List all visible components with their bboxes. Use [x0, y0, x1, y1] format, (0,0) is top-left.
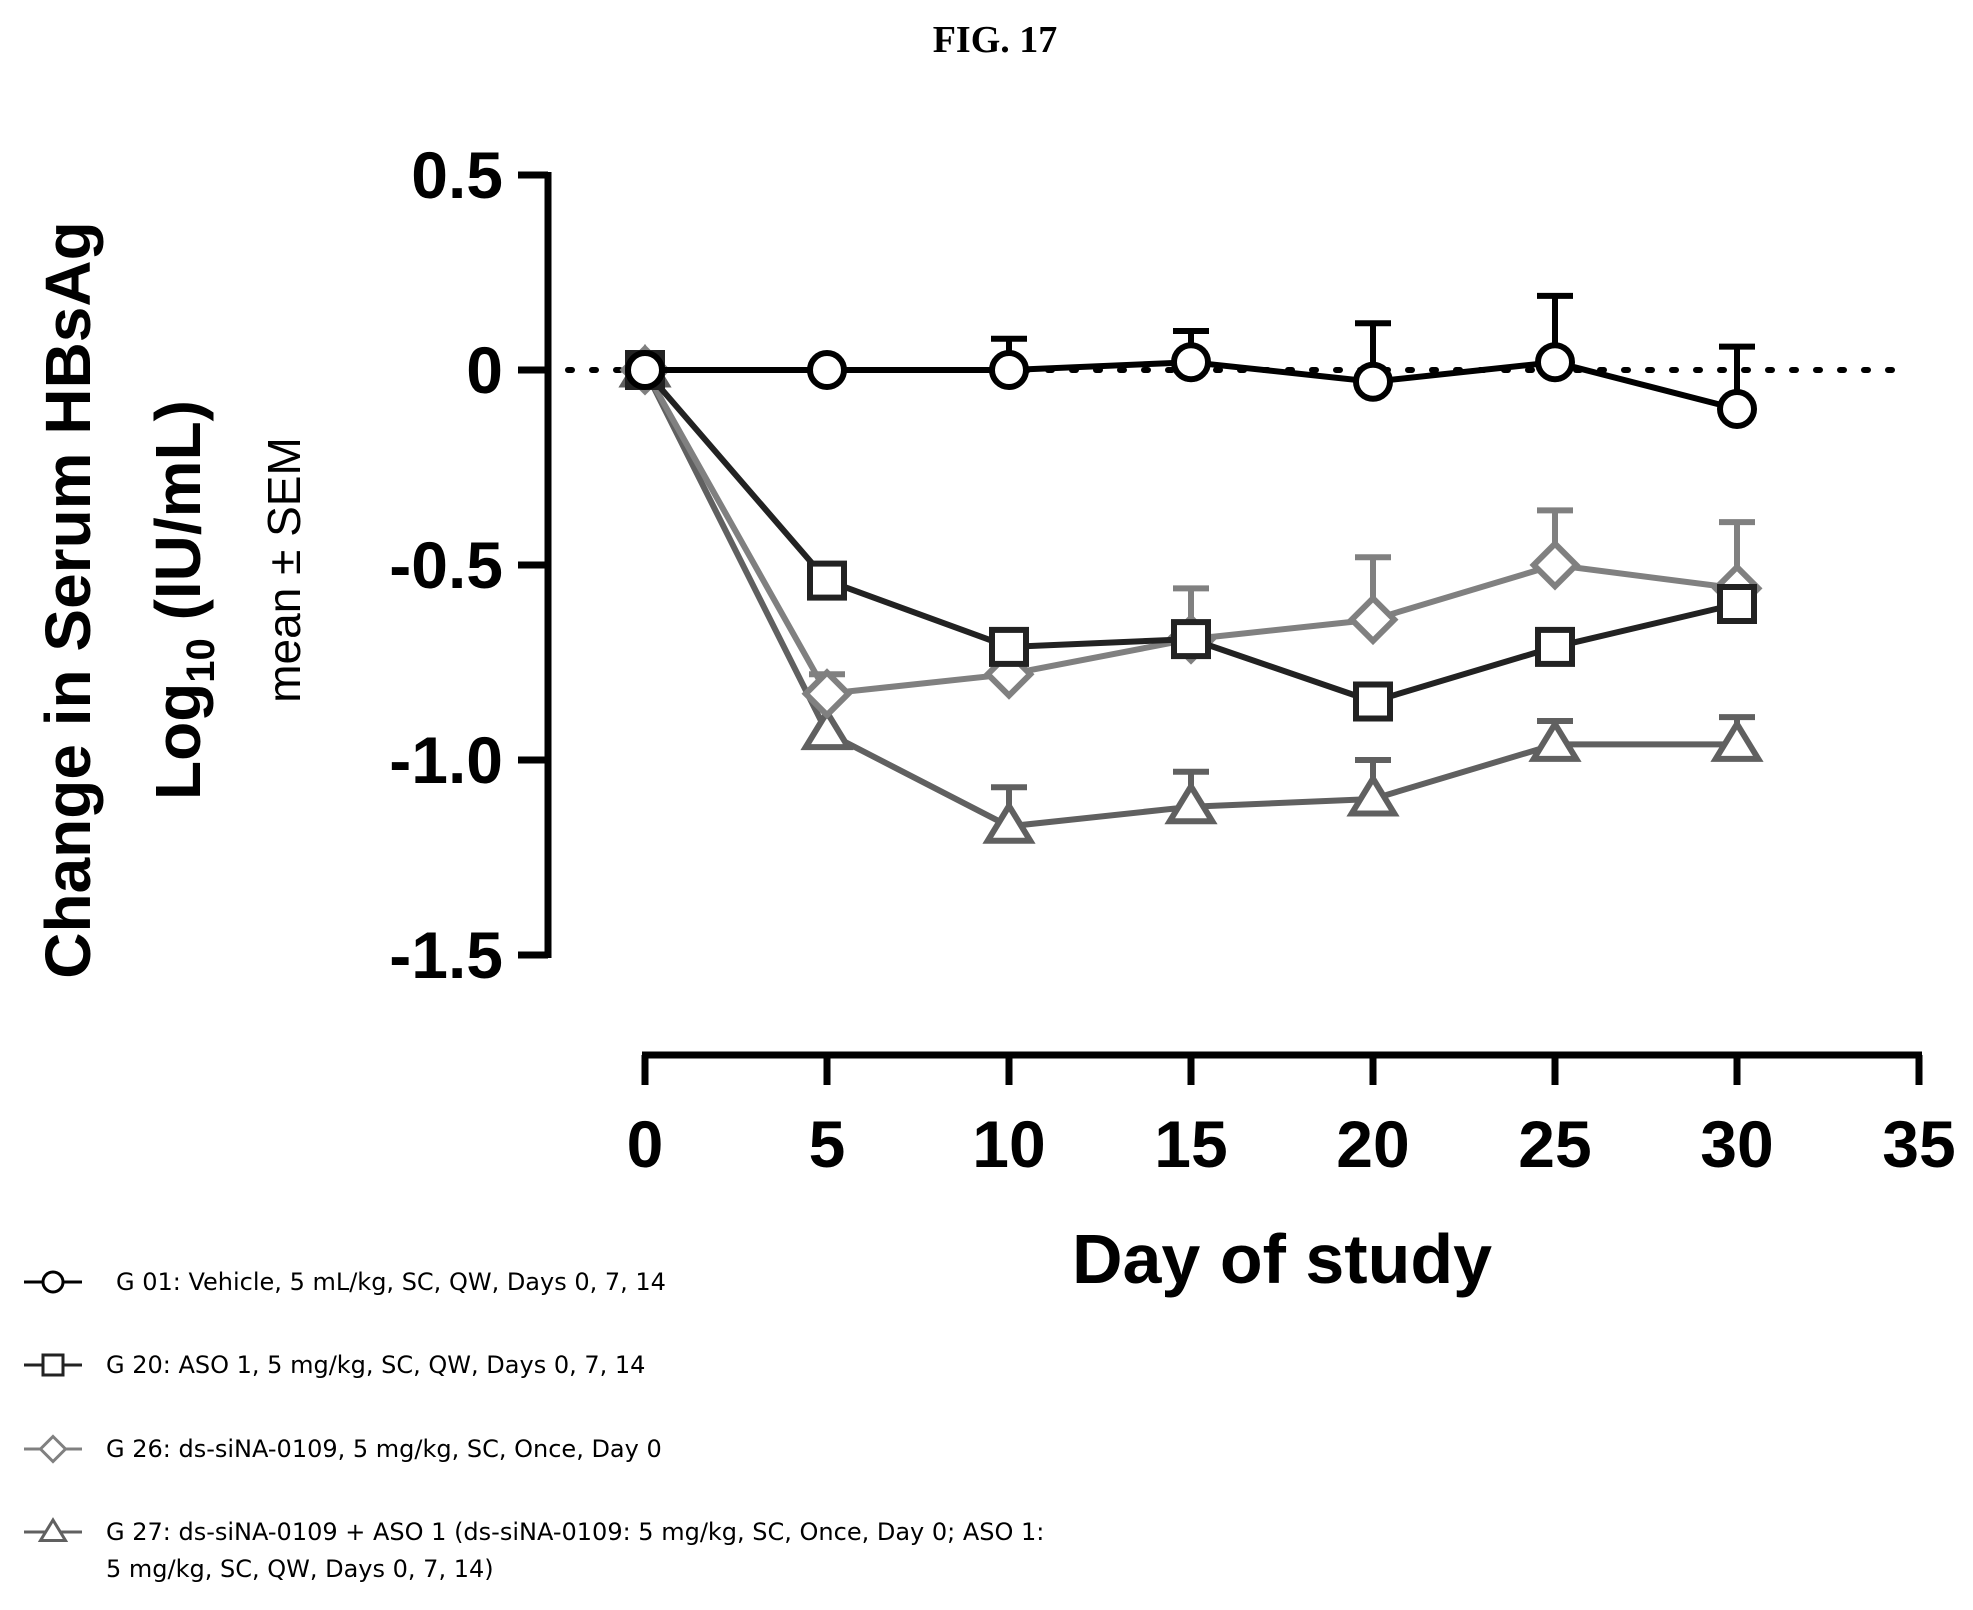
y-tick-label: -1.5 — [389, 918, 503, 992]
data-point-square — [1717, 584, 1757, 624]
legend-label: G 20: ASO 1, 5 mg/kg, SC, QW, Days 0, 7,… — [106, 1351, 645, 1379]
y-axis-log-prefix: Log — [142, 683, 214, 800]
data-point-circle — [1535, 342, 1575, 383]
x-axis: 0 5 10 15 20 25 30 35 — [627, 1051, 1956, 1181]
y-axis-log-subscript: 10 — [179, 638, 223, 683]
data-point-square — [1353, 681, 1393, 722]
y-axis-title-line2: Log10 (IU/mL) — [142, 400, 223, 800]
data-point-triangle — [1164, 780, 1218, 825]
series-layer — [618, 292, 1764, 844]
data-point-square — [989, 626, 1029, 667]
x-tick-label: 20 — [1336, 1107, 1409, 1181]
data-point-square — [1171, 619, 1211, 660]
y-axis-title: Change in Serum HBsAg Log10 (IU/mL) mean… — [32, 221, 310, 978]
data-point-square — [41, 1353, 65, 1377]
x-tick-label: 25 — [1518, 1107, 1591, 1181]
data-point-circle — [807, 350, 847, 390]
data-point-triangle — [1528, 718, 1582, 762]
x-tick-label: 35 — [1882, 1107, 1955, 1181]
data-point-triangle — [1346, 772, 1400, 817]
y-tick-label: -0.5 — [389, 528, 503, 602]
x-tick-label: 15 — [1154, 1107, 1227, 1181]
legend-entry: G 20: ASO 1, 5 mg/kg, SC, QW, Days 0, 7,… — [24, 1351, 645, 1379]
data-point-circle — [41, 1270, 65, 1294]
y-tick-label: 0 — [466, 333, 503, 407]
legend-label: 5 mg/kg, SC, QW, Days 0, 7, 14) — [106, 1555, 494, 1583]
data-point-triangle — [37, 1517, 69, 1542]
series-diamond — [619, 344, 1763, 720]
x-tick-label: 30 — [1700, 1107, 1773, 1181]
legend-entry: G 26: ds-siNA-0109, 5 mg/kg, SC, Once, D… — [24, 1434, 662, 1464]
data-point-triangle — [800, 706, 854, 751]
y-tick-label: -1.0 — [389, 723, 503, 797]
legend-entry: G 27: ds-siNA-0109 + ASO 1 (ds-siNA-0109… — [24, 1517, 1044, 1583]
legend-entry: G 01: Vehicle, 5 mL/kg, SC, QW, Days 0, … — [24, 1268, 666, 1296]
x-tick-label: 10 — [972, 1107, 1045, 1181]
data-point-circle — [625, 350, 665, 390]
data-point-triangle — [982, 800, 1036, 844]
legend-label: G 26: ds-siNA-0109, 5 mg/kg, SC, Once, D… — [106, 1435, 662, 1463]
figure-label: FIG. 17 — [933, 19, 1058, 61]
x-tick-label: 5 — [809, 1107, 846, 1181]
series-circle — [625, 292, 1757, 429]
y-axis: 0.5 0 -0.5 -1.0 -1.5 — [389, 138, 552, 992]
data-point-circle — [989, 350, 1029, 390]
data-point-triangle — [1710, 718, 1764, 762]
series-triangle — [618, 343, 1764, 844]
data-point-circle — [1353, 361, 1393, 402]
data-point-circle — [1171, 342, 1211, 383]
legend: G 01: Vehicle, 5 mL/kg, SC, QW, Days 0, … — [24, 1268, 1044, 1583]
x-tick-label: 0 — [627, 1107, 664, 1181]
data-point-circle — [1717, 389, 1757, 429]
y-axis-log-suffix: (IU/mL) — [142, 400, 214, 638]
data-point-diamond — [1529, 539, 1581, 591]
y-axis-title-line1: Change in Serum HBsAg — [32, 221, 104, 978]
legend-label: G 27: ds-siNA-0109 + ASO 1 (ds-siNA-0109… — [106, 1518, 1044, 1546]
data-point-diamond — [1347, 594, 1399, 646]
data-point-square — [1535, 626, 1575, 667]
y-axis-title-line3: mean ± SEM — [258, 437, 310, 703]
x-axis-title: Day of study — [1072, 1220, 1492, 1298]
legend-label: G 01: Vehicle, 5 mL/kg, SC, QW, Days 0, … — [116, 1268, 666, 1296]
data-point-square — [807, 560, 847, 601]
data-point-diamond — [801, 668, 853, 720]
data-point-diamond — [38, 1434, 68, 1464]
y-tick-label: 0.5 — [411, 138, 503, 212]
